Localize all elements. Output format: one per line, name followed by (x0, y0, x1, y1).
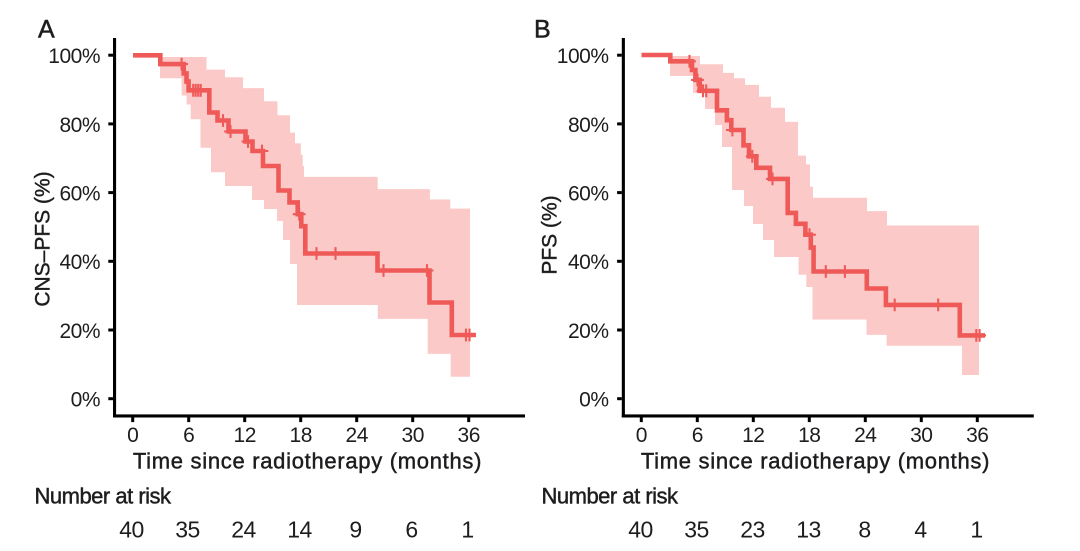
svg-text:CNS–PFS (%): CNS–PFS (%) (32, 171, 55, 306)
svg-text:30: 30 (402, 424, 424, 447)
svg-text:36: 36 (966, 424, 988, 447)
svg-text:18: 18 (798, 424, 820, 447)
svg-text:Number at risk: Number at risk (542, 484, 680, 509)
svg-text:14: 14 (287, 517, 312, 543)
svg-text:35: 35 (175, 517, 200, 543)
svg-text:6: 6 (692, 424, 703, 447)
svg-text:30: 30 (910, 424, 932, 447)
svg-text:100%: 100% (48, 45, 100, 68)
svg-text:80%: 80% (59, 114, 100, 137)
svg-text:Number at risk: Number at risk (35, 484, 173, 509)
svg-text:40: 40 (628, 517, 653, 543)
svg-text:8: 8 (858, 517, 870, 543)
svg-text:35: 35 (684, 517, 709, 543)
svg-text:6: 6 (405, 517, 417, 543)
svg-text:12: 12 (234, 424, 256, 447)
svg-text:A: A (38, 16, 55, 44)
svg-text:20%: 20% (568, 320, 609, 343)
svg-text:Time since radiotherapy (month: Time since radiotherapy (months) (641, 449, 990, 474)
svg-text:60%: 60% (59, 183, 100, 206)
svg-text:18: 18 (290, 424, 312, 447)
svg-text:40%: 40% (568, 251, 609, 274)
svg-text:80%: 80% (568, 114, 609, 137)
svg-text:24: 24 (231, 517, 256, 543)
svg-text:0%: 0% (579, 389, 608, 412)
svg-text:24: 24 (346, 424, 369, 447)
svg-text:0: 0 (127, 424, 138, 447)
svg-text:40%: 40% (59, 251, 100, 274)
svg-text:Time since radiotherapy (month: Time since radiotherapy (months) (133, 449, 482, 474)
svg-text:4: 4 (914, 517, 927, 543)
svg-text:36: 36 (458, 424, 480, 447)
svg-text:100%: 100% (557, 45, 609, 68)
svg-text:PFS (%): PFS (%) (539, 195, 562, 274)
svg-text:13: 13 (796, 517, 821, 543)
svg-text:0%: 0% (71, 389, 100, 412)
svg-text:24: 24 (854, 424, 877, 447)
svg-text:40: 40 (119, 517, 144, 543)
svg-text:60%: 60% (568, 183, 609, 206)
svg-text:9: 9 (349, 517, 361, 543)
svg-text:6: 6 (183, 424, 194, 447)
svg-text:B: B (534, 16, 551, 44)
svg-text:12: 12 (742, 424, 764, 447)
svg-text:1: 1 (461, 517, 473, 543)
svg-text:20%: 20% (59, 320, 100, 343)
svg-text:23: 23 (740, 517, 765, 543)
svg-text:0: 0 (636, 424, 647, 447)
svg-text:1: 1 (970, 517, 982, 543)
